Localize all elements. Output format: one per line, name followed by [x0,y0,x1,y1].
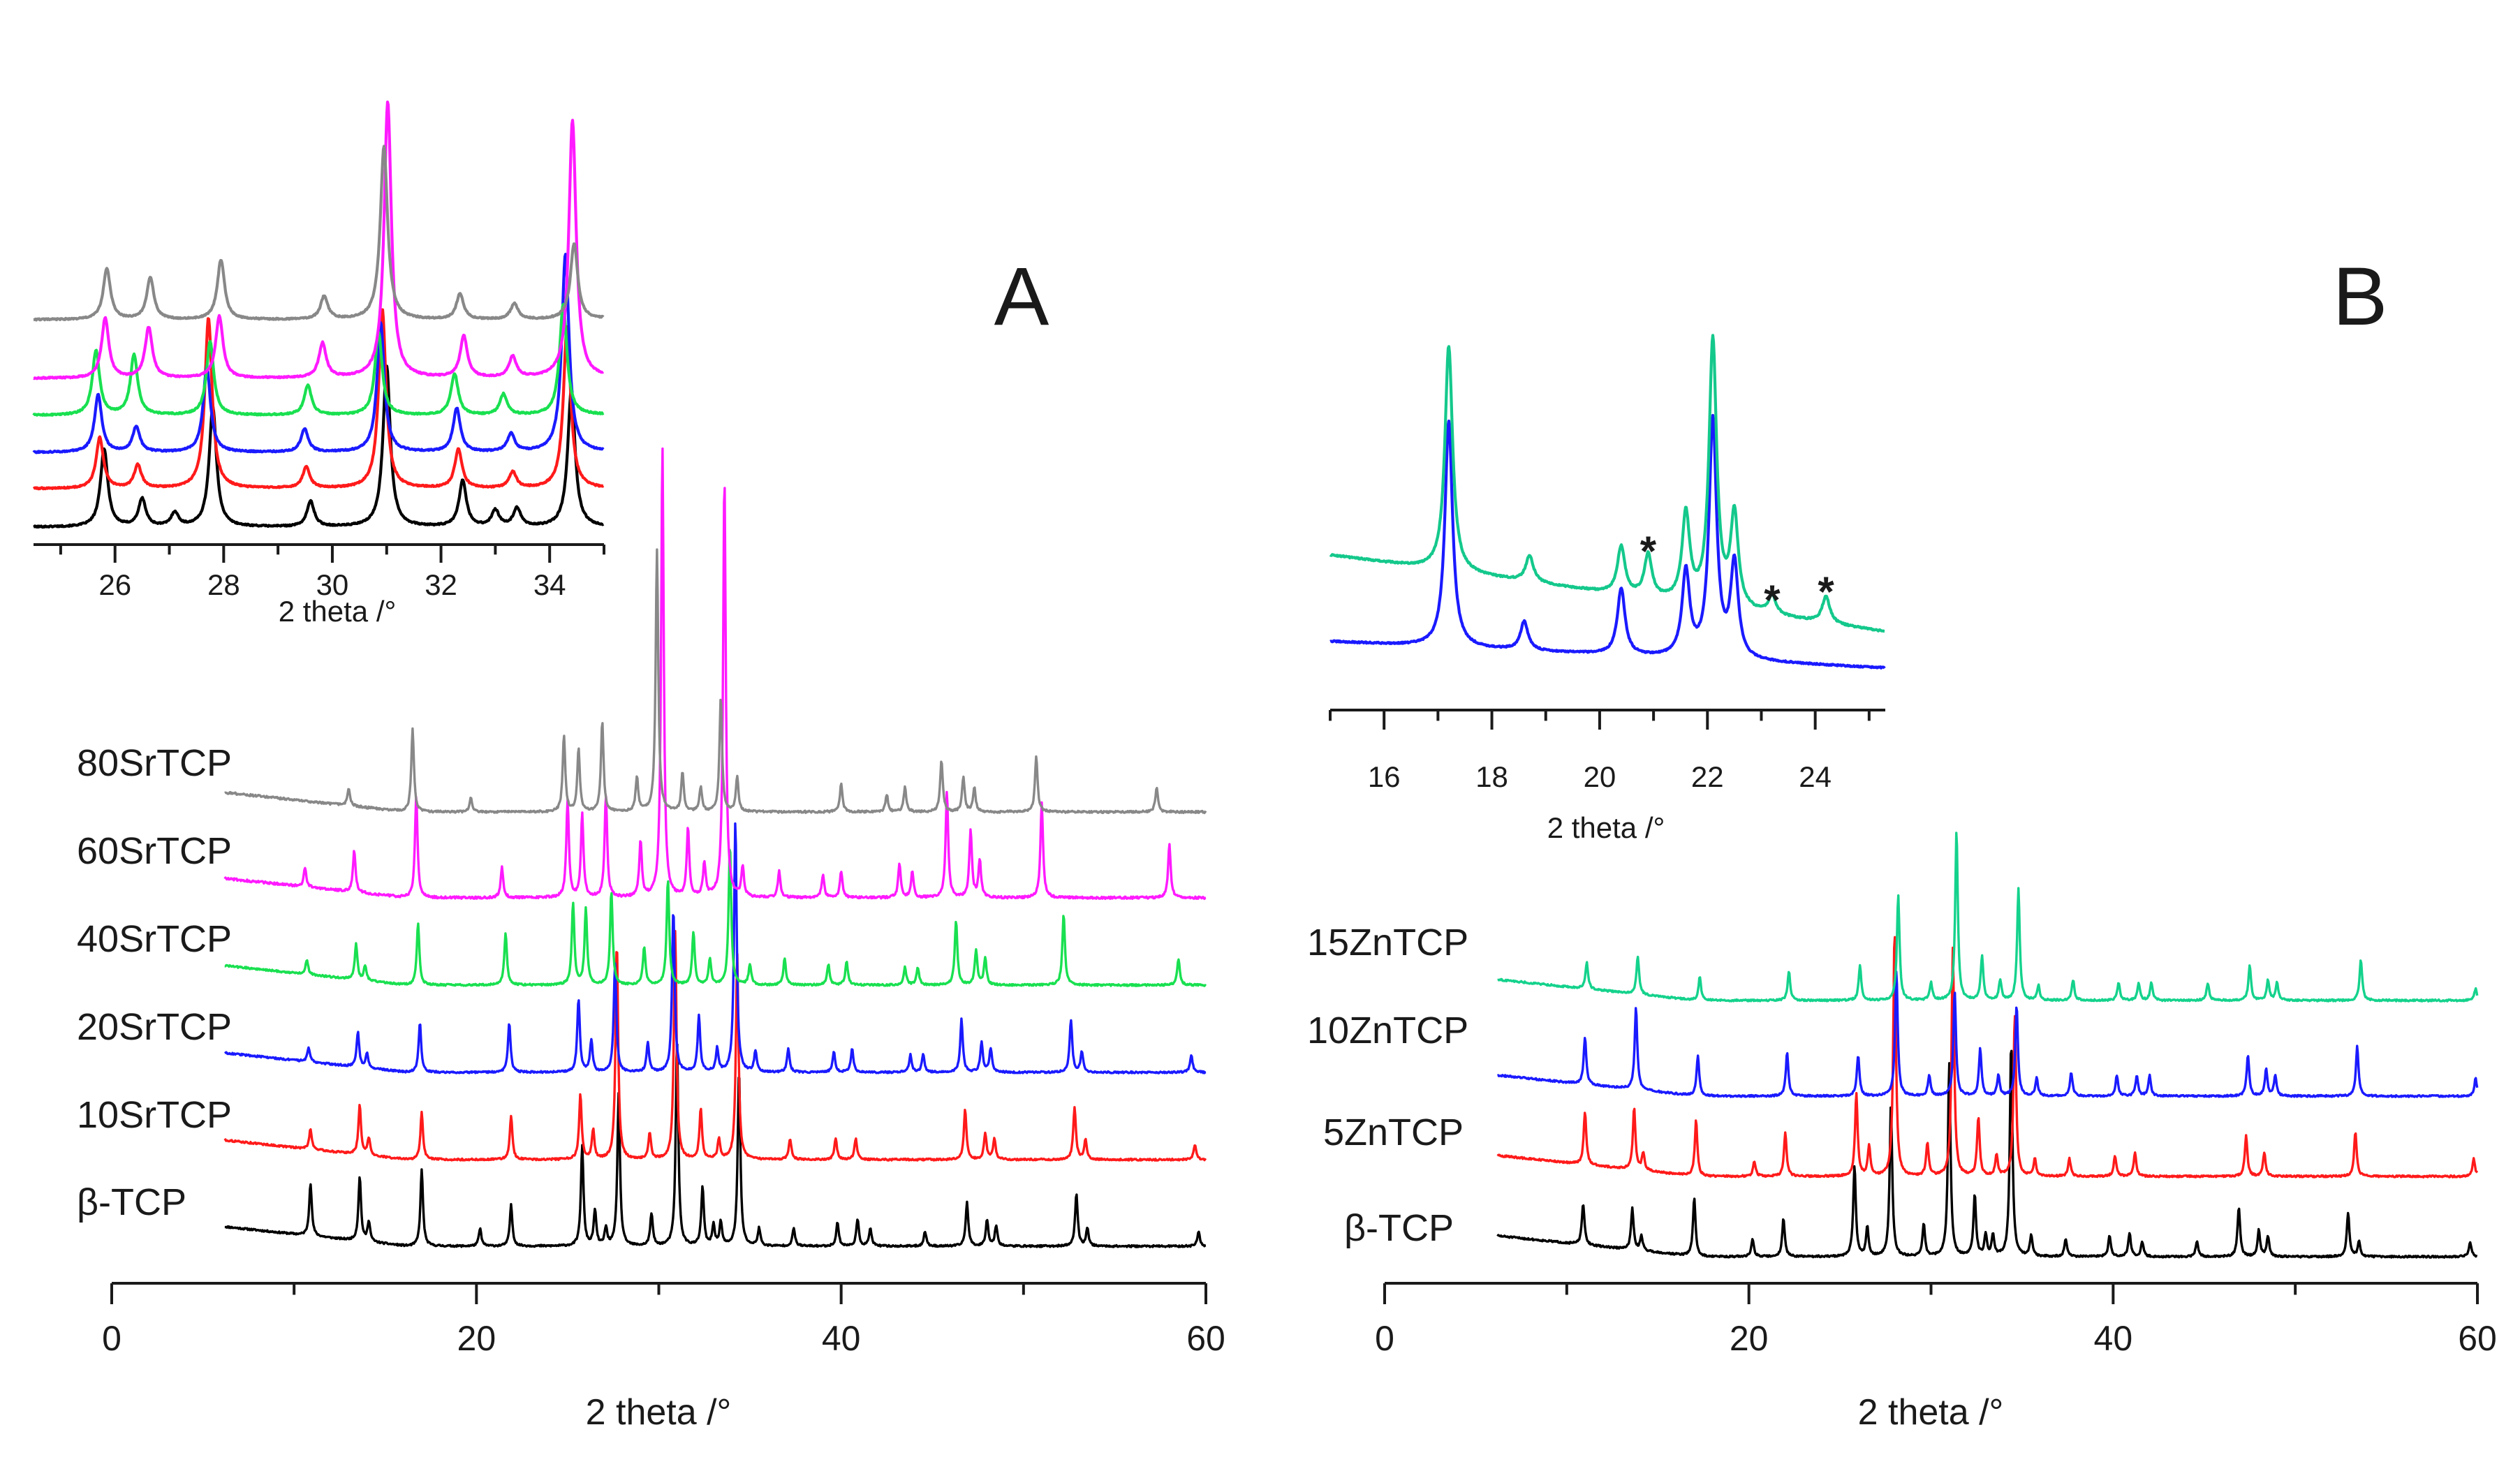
series-label-10srtcp: 10SrTCP [77,1094,232,1136]
series-label-10zntcp: 10ZnTCP [1307,1010,1468,1051]
panel-a-inset: 26 28 30 32 34 2 theta /° [32,101,605,628]
panel-b-traces [1496,832,2479,1259]
panel-b-inset-tick-label-24: 24 [1799,760,1832,793]
inset-trace-80srtcp-a [32,145,605,322]
panel-b-inset-tick-label-16: 16 [1368,760,1401,793]
series-label-80srtcp: 80SrTCP [77,742,232,784]
panel-b-inset-impurity-markers: * * * [1640,528,1835,623]
inset-trace-20srtcp-a [32,253,605,455]
panel-a-inset-tick-label-32: 32 [425,568,457,601]
panel-a-x-ticks: 0 20 40 60 [102,1283,1225,1358]
panel-b-label: B [2333,251,2388,343]
panel-b-tick-label-20: 20 [1730,1319,1769,1358]
panel-b-tick-label-40: 40 [2094,1319,2133,1358]
series-label-beta-tcp-b: β-TCP [1344,1207,1454,1249]
trace-15zntcp-b [1497,832,2479,1003]
panel-b-tick-label-60: 60 [2458,1319,2497,1358]
series-label-20srtcp: 20SrTCP [77,1006,232,1048]
panel-a: 0 20 40 60 2 theta /° A 80SrTCP 60SrTCP 40S… [32,101,1225,1433]
trace-80srtcp-a [224,548,1207,815]
trace-20srtcp-a [224,822,1207,1075]
trace-40srtcp-a [224,848,1207,987]
trace-10srtcp-a [223,929,1207,1162]
series-label-60srtcp: 60SrTCP [77,830,232,872]
panel-b-inset: * * * 16 18 20 22 24 2 theta /° [1329,334,1886,844]
panel-a-traces [223,447,1207,1248]
inset-trace-beta-tcp-a [32,364,605,529]
panel-b-inset-x-ticks: 16 18 20 22 24 [1329,710,1871,793]
inset-trace-15zntcp-b [1329,334,1886,633]
panel-a-inset-traces [32,101,605,529]
inset-trace-10zntcp-b [1329,413,1886,670]
impurity-marker-3: * [1818,568,1834,615]
trace-beta-tcp-a [224,1043,1207,1248]
panel-b-tick-label-0: 0 [1375,1319,1394,1358]
inset-trace-40srtcp-a [32,302,605,417]
panel-b-inset-tick-label-22: 22 [1691,760,1724,793]
panel-b: 0 20 40 60 2 theta /° B 15ZnTCP 10ZnTCP 5Zn… [1307,251,2497,1433]
inset-trace-60srtcp-a [32,101,605,381]
trace-60srtcp-a [223,447,1207,901]
panel-a-tick-label-20: 20 [457,1319,496,1358]
panel-b-inset-tick-label-20: 20 [1584,760,1616,793]
series-label-beta-tcp-a: β-TCP [77,1181,186,1223]
inset-trace-10srtcp-a [32,308,605,491]
panel-a-tick-label-40: 40 [822,1319,861,1358]
panel-b-inset-traces [1329,334,1886,670]
panel-a-inset-tick-label-34: 34 [533,568,566,601]
panel-a-tick-label-0: 0 [102,1319,121,1358]
panel-b-inset-tick-label-18: 18 [1475,760,1508,793]
panel-b-x-axis-title: 2 theta /° [1858,1392,2004,1433]
panel-a-label: A [994,251,1049,343]
panel-a-inset-tick-label-28: 28 [207,568,240,601]
trace-10zntcp-b [1496,970,2479,1098]
panel-a-inset-tick-label-26: 26 [98,568,131,601]
panel-a-x-axis-title: 2 theta /° [586,1392,732,1433]
panel-a-inset-x-ticks: 26 28 30 32 34 [59,545,605,601]
series-label-40srtcp: 40SrTCP [77,918,232,960]
panel-b-x-ticks: 0 20 40 60 [1375,1283,2497,1358]
panel-b-inset-x-axis-title: 2 theta /° [1547,811,1665,844]
impurity-marker-1: * [1640,528,1657,575]
panel-a-inset-x-axis-title: 2 theta /° [279,595,397,628]
impurity-marker-2: * [1764,577,1781,623]
panel-a-tick-label-60: 60 [1186,1319,1225,1358]
series-label-5zntcp: 5ZnTCP [1323,1112,1464,1153]
trace-beta-tcp-b [1496,1049,2478,1259]
trace-5zntcp-b [1496,936,2479,1179]
panel-a-inset-tick-label-30: 30 [316,568,349,601]
series-label-15zntcp: 15ZnTCP [1307,922,1468,963]
